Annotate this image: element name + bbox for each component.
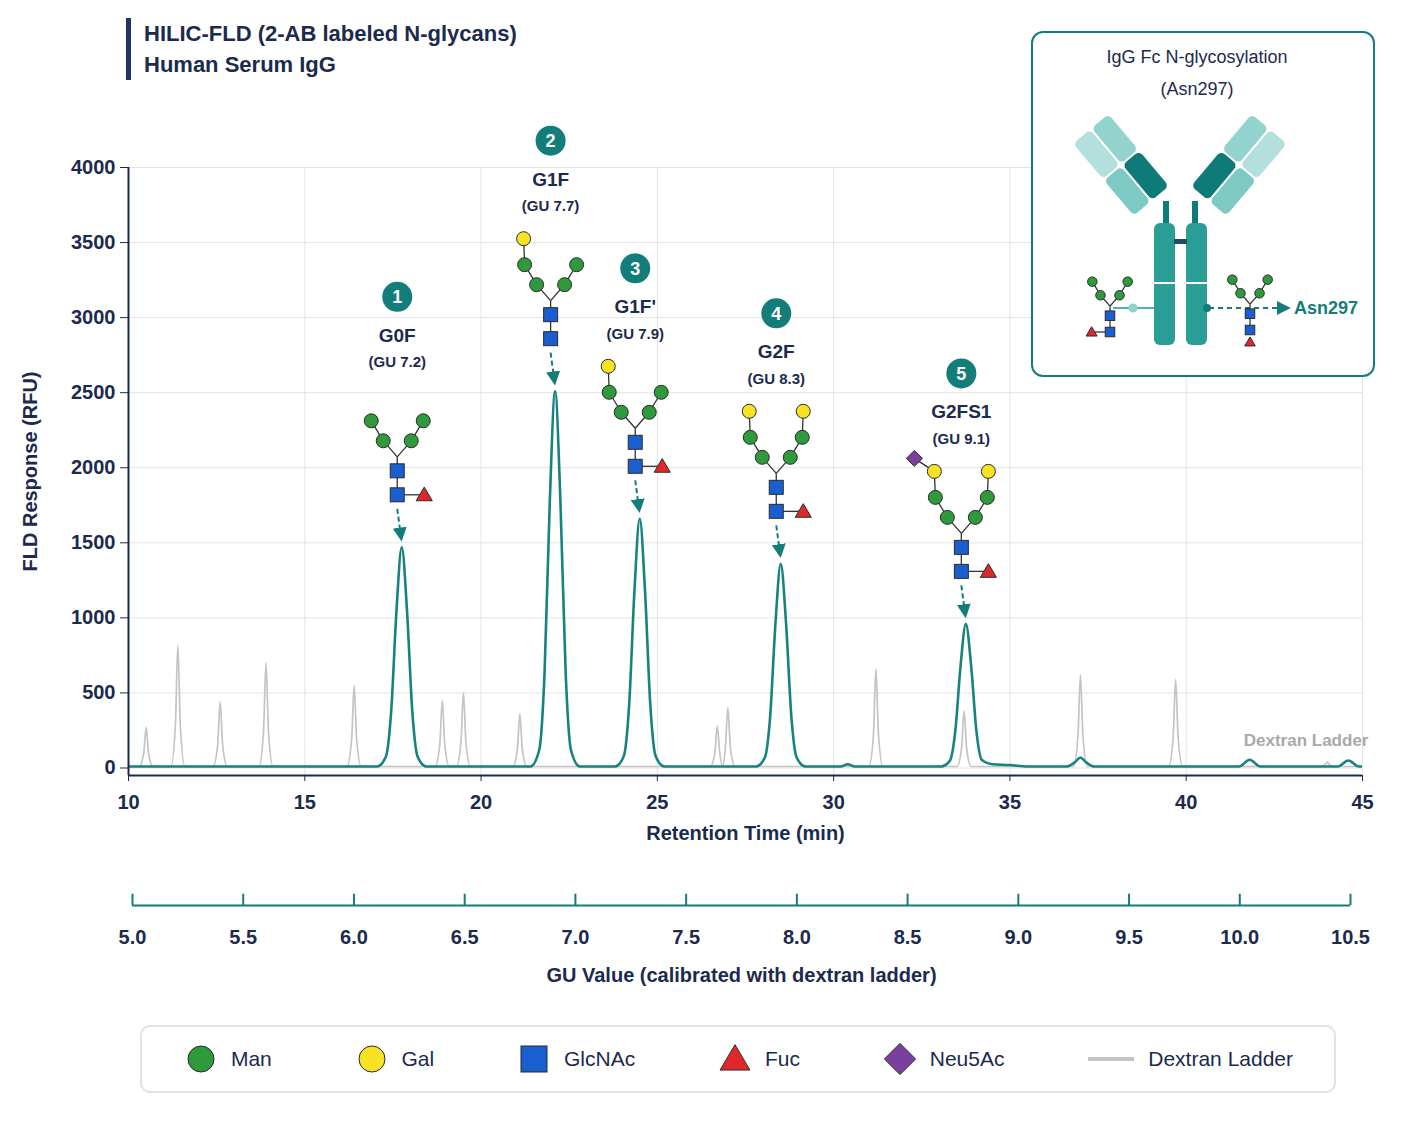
svg-text:10.5: 10.5 — [1331, 926, 1370, 948]
svg-text:30: 30 — [823, 791, 845, 813]
svg-text:3: 3 — [630, 259, 640, 279]
svg-text:2000: 2000 — [71, 456, 116, 478]
svg-text:3500: 3500 — [71, 231, 116, 253]
svg-text:40: 40 — [1175, 791, 1197, 813]
svg-text:G1F': G1F' — [614, 296, 655, 317]
html-text:Man: Man — [230, 1047, 272, 1070]
svg-text:(GU 8.3): (GU 8.3) — [747, 370, 805, 387]
svg-text:Asn297: Asn297 — [1294, 298, 1358, 318]
html-text:Fuc: Fuc — [765, 1047, 800, 1070]
svg-text:10: 10 — [117, 791, 139, 813]
svg-text:4: 4 — [771, 304, 781, 324]
svg-text:(GU 7.7): (GU 7.7) — [522, 197, 580, 214]
svg-text:(GU 7.2): (GU 7.2) — [368, 353, 426, 370]
svg-text:7.0: 7.0 — [562, 926, 590, 948]
svg-text:15: 15 — [294, 791, 316, 813]
svg-text:5.5: 5.5 — [229, 926, 257, 948]
svg-text:Retention Time (min): Retention Time (min) — [646, 822, 845, 844]
svg-text:4000: 4000 — [71, 156, 116, 178]
svg-text:2: 2 — [546, 131, 556, 151]
svg-text:Dextran Ladder: Dextran Ladder — [1244, 731, 1369, 750]
svg-text:9.0: 9.0 — [1004, 926, 1032, 948]
svg-text:(Asn297): (Asn297) — [1160, 79, 1233, 99]
svg-text:6.5: 6.5 — [451, 926, 479, 948]
svg-text:8.0: 8.0 — [783, 926, 811, 948]
html-text:Gal: Gal — [401, 1047, 435, 1070]
svg-text:45: 45 — [1351, 791, 1373, 813]
svg-text:6.0: 6.0 — [340, 926, 368, 948]
html-text:GlcNAc: GlcNAc — [564, 1047, 636, 1070]
html-text:Dextran Ladder: Dextran Ladder — [1148, 1047, 1293, 1070]
svg-text:5: 5 — [956, 364, 966, 384]
svg-text:G1F: G1F — [532, 169, 569, 190]
svg-text:20: 20 — [470, 791, 492, 813]
svg-text:25: 25 — [646, 791, 668, 813]
svg-text:(GU 7.9): (GU 7.9) — [606, 325, 664, 342]
svg-text:500: 500 — [82, 681, 115, 703]
svg-text:10.0: 10.0 — [1220, 926, 1259, 948]
html-text:Human Serum IgG: Human Serum IgG — [144, 52, 336, 77]
svg-text:9.5: 9.5 — [1115, 926, 1143, 948]
svg-text:G2FS1: G2FS1 — [931, 401, 992, 422]
svg-text:1: 1 — [392, 287, 402, 307]
svg-text:7.5: 7.5 — [672, 926, 700, 948]
svg-text:35: 35 — [999, 791, 1021, 813]
html-text:HILIC-FLD (2-AB labeled N-glyc: HILIC-FLD (2-AB labeled N-glycans) — [144, 21, 517, 46]
svg-text:0: 0 — [104, 756, 115, 778]
svg-text:G0F: G0F — [379, 325, 416, 346]
svg-text:3000: 3000 — [71, 306, 116, 328]
svg-text:FLD Response (RFU): FLD Response (RFU) — [19, 372, 41, 572]
html-text:Neu5Ac: Neu5Ac — [929, 1047, 1005, 1070]
svg-text:(GU 9.1): (GU 9.1) — [933, 430, 991, 447]
svg-text:8.5: 8.5 — [894, 926, 922, 948]
svg-text:1500: 1500 — [71, 531, 116, 553]
svg-text:5.0: 5.0 — [119, 926, 147, 948]
svg-text:G2F: G2F — [758, 341, 795, 362]
svg-text:GU Value (calibrated with dext: GU Value (calibrated with dextran ladder… — [546, 964, 936, 986]
svg-text:1000: 1000 — [71, 606, 116, 628]
svg-text:2500: 2500 — [71, 381, 116, 403]
svg-text:IgG Fc N-glycosylation: IgG Fc N-glycosylation — [1106, 47, 1287, 67]
